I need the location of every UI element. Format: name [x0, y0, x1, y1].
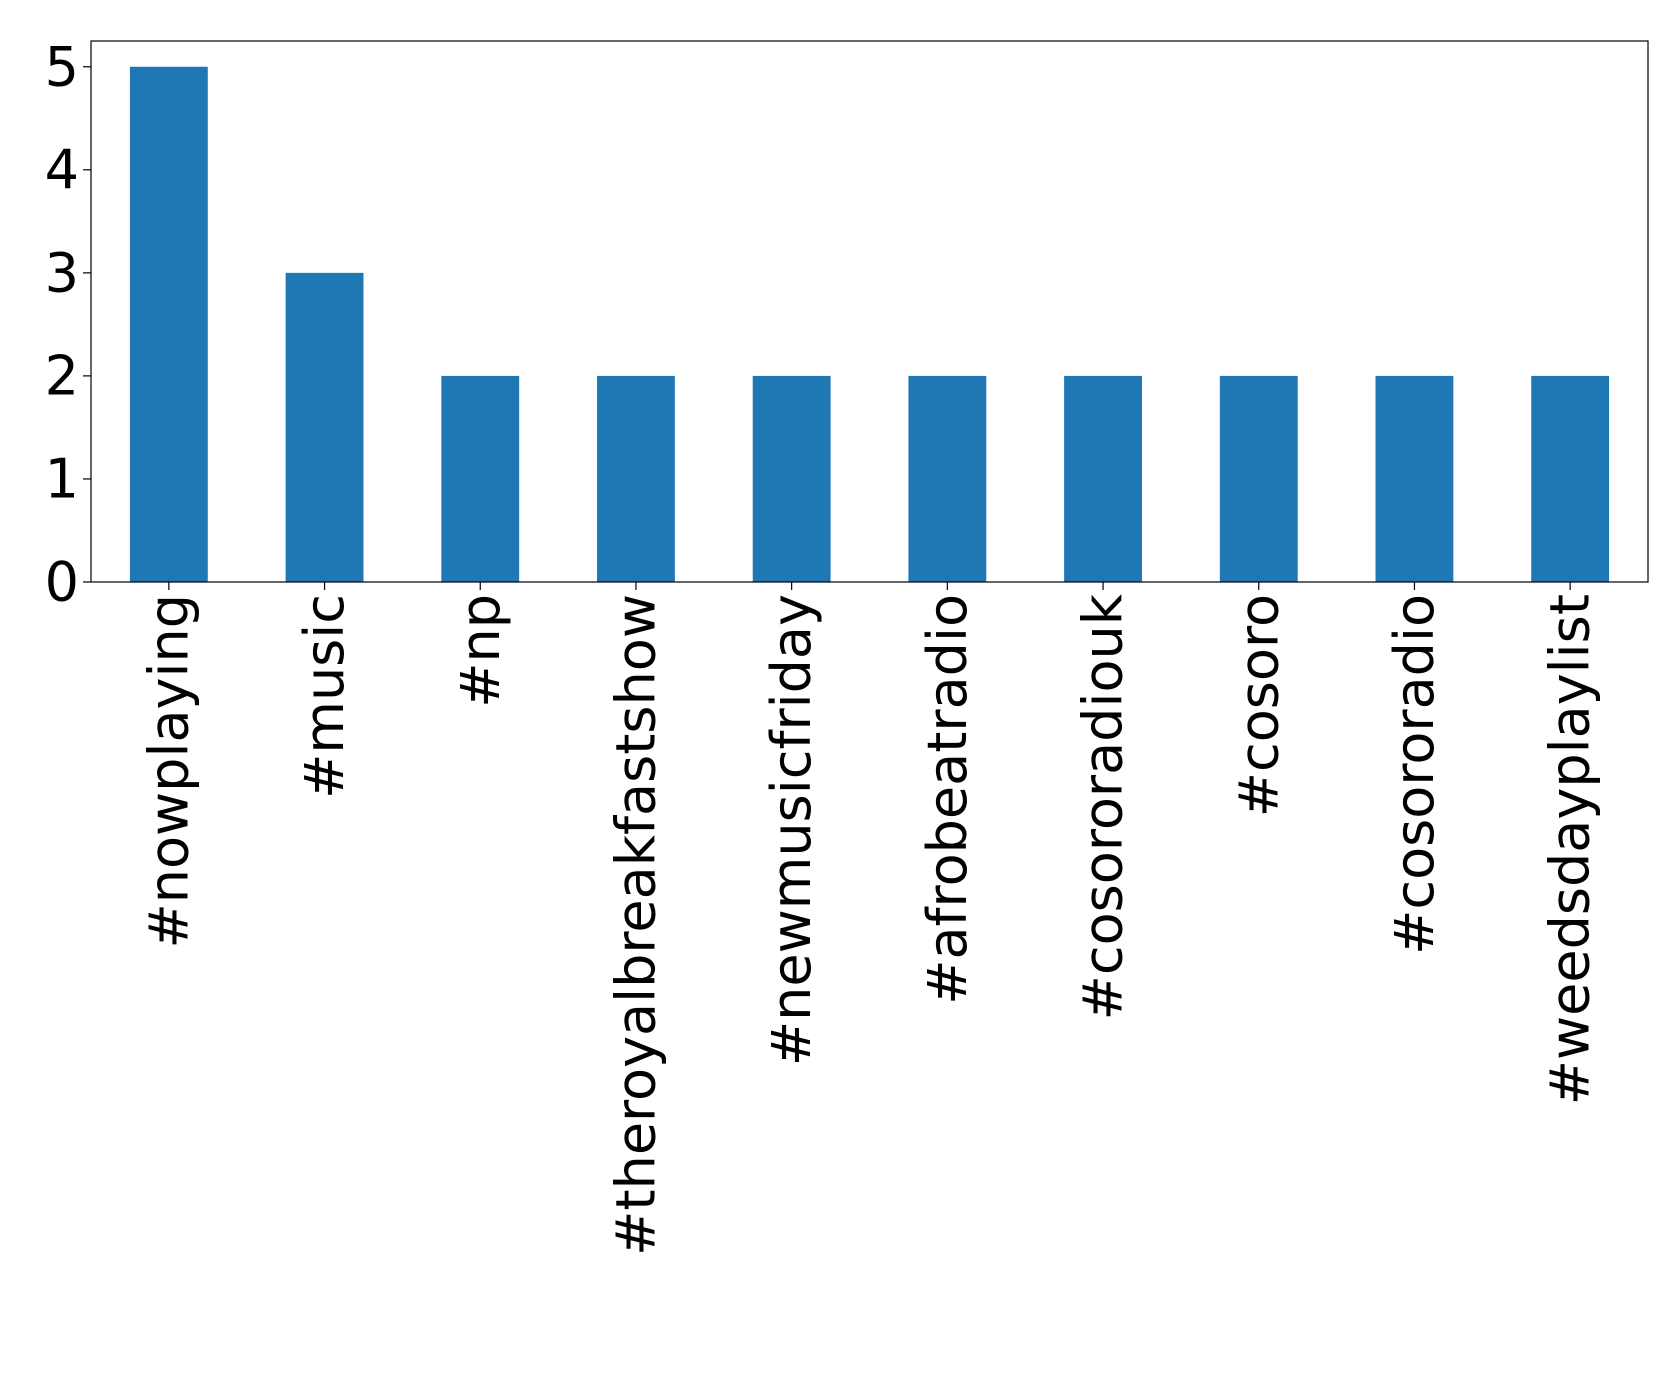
x-tick-label: #music [293, 594, 356, 799]
bar [1219, 375, 1298, 582]
bar [285, 272, 364, 582]
x-tick-label: #cosororadio [1383, 594, 1446, 955]
bar [129, 66, 208, 582]
y-tick-label: 1 [45, 447, 79, 510]
x-tick-label: #nowplaying [137, 594, 200, 949]
y-tick-label: 4 [45, 138, 79, 201]
x-tick-label: #newmusicfriday [760, 594, 823, 1066]
x-tick-label: #afrobeatradio [916, 594, 979, 1005]
plot-frame [90, 40, 1649, 583]
bar [752, 375, 831, 582]
y-tick-label: 0 [45, 551, 79, 614]
bar [597, 375, 675, 582]
bar [1064, 375, 1142, 582]
y-tick-label: 3 [45, 241, 79, 304]
bar [1375, 375, 1454, 582]
x-tick-label: #theroyalbreakfastshow [604, 594, 667, 1256]
y-tick-label: 2 [45, 344, 79, 407]
bar [908, 375, 987, 582]
y-tick-label: 5 [45, 35, 79, 98]
x-tick-label: #np [449, 594, 512, 708]
bar [441, 375, 520, 582]
x-tick-label: #cosororadiouk [1072, 593, 1135, 1020]
x-tick-label: #weedsdayplaylist [1539, 594, 1602, 1105]
x-tick-label: #cosoro [1227, 594, 1290, 817]
bar [1531, 375, 1610, 582]
